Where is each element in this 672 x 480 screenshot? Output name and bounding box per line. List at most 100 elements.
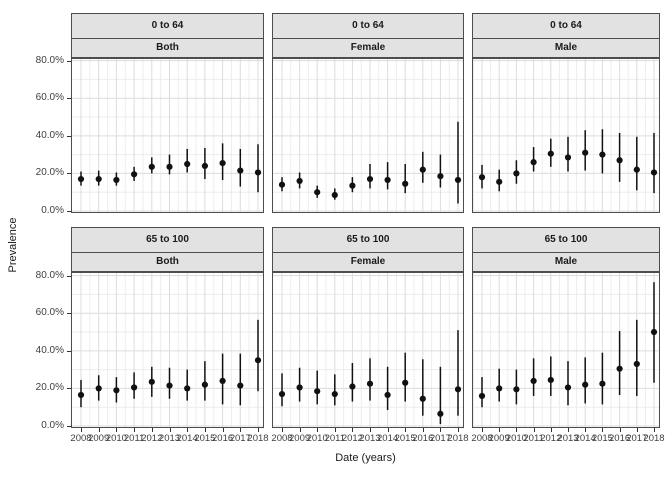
x-tick-label: 2008 <box>471 433 493 444</box>
x-tick-label: 2009 <box>88 433 110 444</box>
pointranges <box>77 143 262 193</box>
data-point <box>513 170 520 177</box>
panel-border <box>71 58 264 213</box>
x-tick-label: 2012 <box>540 433 562 444</box>
y-tick-label: 0.0% <box>41 420 64 431</box>
y-tick-label: 40.0% <box>35 344 64 356</box>
y-tick <box>67 275 71 277</box>
x-tick <box>370 428 371 432</box>
y-tick <box>67 173 71 175</box>
x-tick <box>568 428 569 432</box>
strip-label: Male <box>554 42 578 53</box>
data-point <box>437 173 444 180</box>
pointranges <box>478 282 658 408</box>
x-tick-label: 2008 <box>271 433 293 444</box>
data-point <box>278 390 286 398</box>
x-tick <box>499 428 501 432</box>
y-tick-label: 80.0% <box>35 269 64 281</box>
data-point <box>278 181 286 188</box>
data-point <box>564 384 572 391</box>
data-point <box>131 171 138 178</box>
x-tick-label: 2013 <box>359 433 381 444</box>
data-point <box>314 189 321 196</box>
y-tick <box>67 60 71 62</box>
x-tick-label: 2018 <box>643 433 665 444</box>
facet-strip-sex: Female <box>272 252 464 272</box>
y-tick <box>67 388 71 390</box>
data-point <box>530 377 537 384</box>
y-tick-label: 20.0% <box>35 167 64 179</box>
panel-border <box>71 272 264 428</box>
strip-label: 0 to 64 <box>550 20 582 31</box>
facet-panel-65to100-both: 65 to 100 Both 2008 2009 2010 2011 2012 2013 2… <box>70 227 269 444</box>
data-point <box>113 176 120 184</box>
data-point <box>478 174 486 181</box>
x-tick-label: 2009 <box>488 433 510 444</box>
data-point <box>582 381 589 388</box>
gridlines <box>72 59 263 212</box>
x-axis: 2008 2009 2010 2011 2012 2013 2014 2015 2016 2017… <box>471 428 665 450</box>
x-tick <box>550 428 552 432</box>
data-point <box>166 382 173 389</box>
plot-panel <box>272 272 464 428</box>
panel-border <box>272 272 464 428</box>
facet-strip-sex: Both <box>71 252 264 272</box>
data-point <box>454 386 462 393</box>
x-tick <box>585 428 587 432</box>
data-point <box>254 169 262 176</box>
y-tick-label: 80.0% <box>35 54 64 66</box>
x-tick-label: 2017 <box>429 433 451 444</box>
x-tick-label: 2016 <box>412 433 434 444</box>
strip-label: Female <box>350 256 386 267</box>
data-point <box>599 151 606 158</box>
x-tick-label: 2018 <box>447 433 469 444</box>
pointranges <box>478 129 658 194</box>
panel-border <box>272 58 464 213</box>
x-tick-label: 2018 <box>247 433 269 444</box>
facet-strip-age-group: 65 to 100 <box>272 227 464 253</box>
x-tick <box>352 428 354 432</box>
x-tick <box>405 428 407 432</box>
x-tick <box>299 428 301 432</box>
data-point <box>650 328 658 336</box>
data-point <box>582 149 589 156</box>
gridlines <box>72 273 263 427</box>
x-tick <box>134 428 136 432</box>
x-tick-label: 2010 <box>505 433 527 444</box>
data-point <box>184 385 191 392</box>
data-point <box>201 381 208 388</box>
plot-panel <box>472 272 660 428</box>
x-tick <box>204 428 206 432</box>
data-point <box>95 175 102 183</box>
x-tick <box>98 428 100 432</box>
x-tick-label: 2009 <box>289 433 311 444</box>
strip-label: Both <box>156 42 179 53</box>
x-tick <box>482 428 483 432</box>
x-tick <box>81 428 82 432</box>
pointranges <box>278 330 462 425</box>
data-point <box>296 177 303 185</box>
panel-border <box>472 58 660 213</box>
x-tick <box>387 428 389 432</box>
data-point <box>254 357 262 364</box>
data-point <box>77 391 85 399</box>
data-point <box>296 384 303 391</box>
x-tick <box>422 428 424 432</box>
data-point <box>402 379 409 386</box>
x-tick-label: 2013 <box>557 433 579 444</box>
x-tick <box>116 428 118 432</box>
x-axis: 2008 2009 2010 2011 2012 2013 2014 2015 2016 2017… <box>70 428 269 450</box>
facet-strip-age-group: 65 to 100 <box>472 227 660 253</box>
x-tick <box>654 428 655 432</box>
facet-strip-sex: Female <box>272 38 464 58</box>
y-tick <box>67 313 71 315</box>
plot-panel <box>272 58 464 213</box>
data-point <box>95 385 102 392</box>
x-tick-label: 2017 <box>626 433 648 444</box>
plot-panel <box>472 58 660 213</box>
facet-panel-65to100-male: 65 to 100 Male 2008 2009 2010 2011 2012 2013 2… <box>471 227 665 444</box>
data-point <box>496 178 503 185</box>
facet-strip-sex: Both <box>71 38 264 58</box>
x-tick-label: 2016 <box>609 433 631 444</box>
x-tick-label: 2015 <box>194 433 216 444</box>
